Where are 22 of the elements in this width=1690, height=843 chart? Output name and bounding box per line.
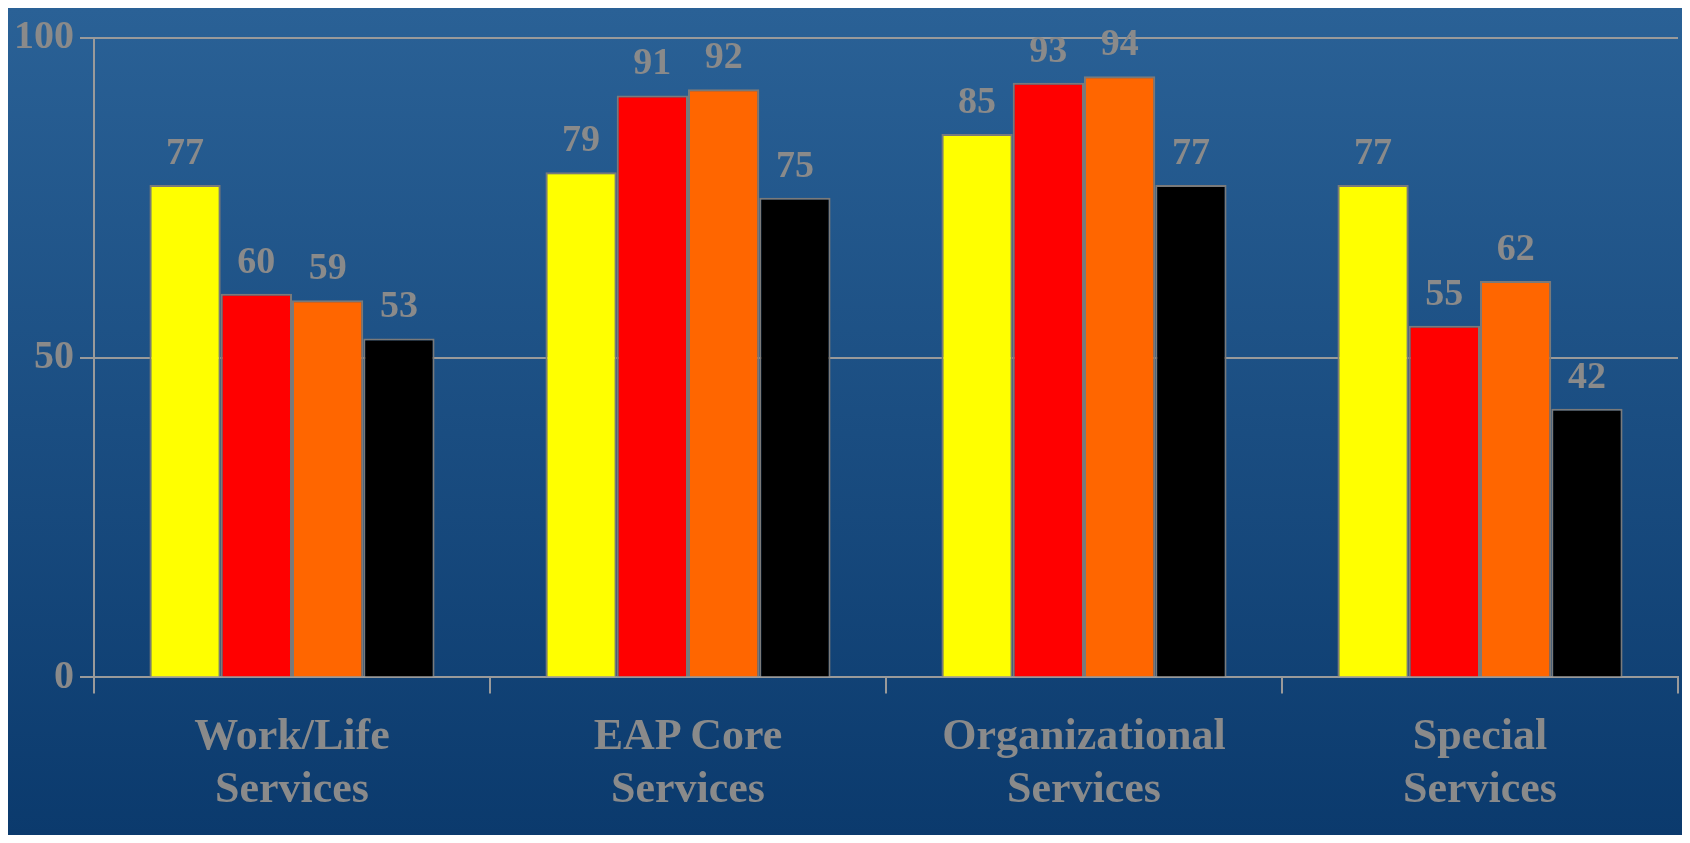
x-tick-label: EAP Core Services: [593, 710, 783, 812]
data-label: 55: [1425, 270, 1464, 313]
data-label: 77: [1354, 129, 1393, 172]
data-label: 85: [958, 78, 997, 121]
data-label: 60: [237, 238, 276, 281]
x-tick-label: Special Services: [1403, 710, 1557, 812]
x-tick-label: Organizational Services: [942, 710, 1226, 812]
data-label: 75: [775, 142, 814, 185]
y-tick-label: 0: [54, 651, 74, 697]
data-label: 92: [704, 33, 743, 76]
data-label: 91: [633, 40, 672, 83]
data-label: 93: [1029, 27, 1068, 70]
data-label: 79: [562, 117, 601, 160]
data-label: 42: [1567, 353, 1606, 396]
data-label: 59: [308, 244, 347, 287]
x-tick-label: Work/Life Services: [194, 710, 390, 812]
data-label: 77: [166, 129, 205, 172]
data-label: 53: [379, 283, 418, 326]
y-tick-label: 100: [14, 12, 74, 58]
data-label: 77: [1171, 129, 1210, 172]
y-tick-label: 50: [34, 332, 74, 378]
data-label: 62: [1496, 225, 1535, 268]
